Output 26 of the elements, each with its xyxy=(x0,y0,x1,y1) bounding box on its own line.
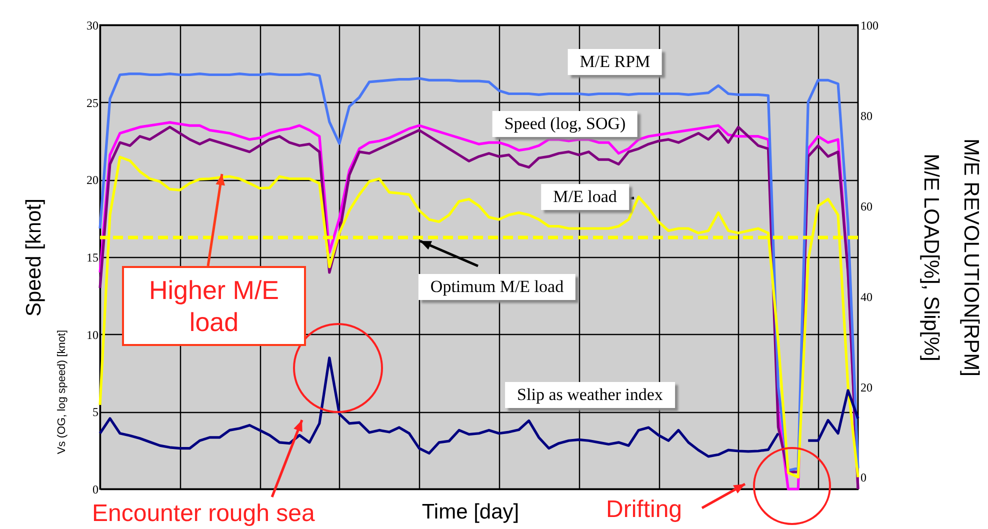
label-box: Optimum M/E load xyxy=(418,274,576,300)
line-series xyxy=(98,72,860,472)
y-tick-label: 30 xyxy=(86,18,98,32)
label-box: M/E RPM xyxy=(568,49,662,75)
y-tick-label: 20 xyxy=(86,173,98,188)
y2-tick-label: 80 xyxy=(860,108,872,123)
y2-tick-label: 40 xyxy=(860,290,872,304)
y2-tick-label: 20 xyxy=(860,380,872,394)
x-axis-title: Time [day] xyxy=(422,500,520,524)
y2-axis-title: M/E REVOLUTION[RPM] M/E LOAD[%], Slip[%] xyxy=(920,138,982,377)
label-box: Speed (log, SOG) xyxy=(492,111,638,137)
y2-tick-label: 100 xyxy=(860,18,878,32)
label-box: Slip as weather index xyxy=(505,382,675,408)
y-axis-title: Speed [knot] xyxy=(22,198,46,316)
text: Encounter rough sea xyxy=(92,500,315,528)
text: Vs (OG, log speed) [knot] xyxy=(56,330,68,454)
y-tick-label: 25 xyxy=(86,96,98,110)
y-tick-label: 0 xyxy=(92,482,98,496)
y-tick-label: 15 xyxy=(86,250,98,264)
label-box: M/E load xyxy=(541,184,629,210)
y-tick-label: 10 xyxy=(86,328,98,342)
y2-tick-label: 0 xyxy=(860,470,866,485)
y2-tick-label: 60 xyxy=(860,199,872,214)
text: Drifting xyxy=(606,496,682,524)
annotation: Higher M/E load xyxy=(122,266,306,346)
y-tick-label: 5 xyxy=(92,405,98,420)
